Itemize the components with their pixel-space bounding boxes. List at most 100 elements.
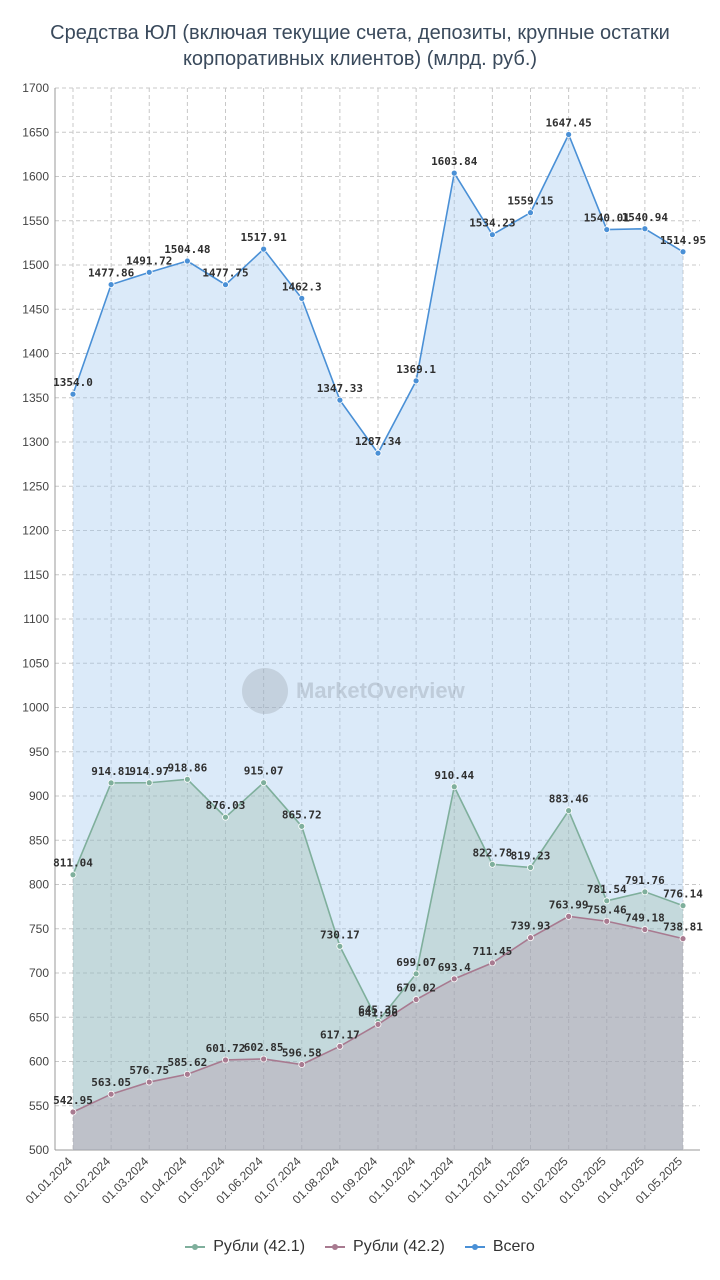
y-tick-label: 950: [29, 745, 49, 759]
data-label: 585.62: [168, 1056, 208, 1069]
series-area: [73, 134, 683, 1151]
data-label: 542.95: [53, 1094, 93, 1107]
data-label: 819.23: [511, 849, 551, 862]
data-point: [641, 225, 649, 233]
data-label: 822.78: [473, 846, 513, 859]
data-point: [412, 970, 420, 978]
data-point: [450, 975, 458, 983]
data-point: [450, 783, 458, 791]
data-label: 910.44: [434, 769, 474, 782]
data-point: [183, 775, 191, 783]
data-label: 1534.23: [469, 217, 515, 230]
data-point: [336, 942, 344, 950]
data-label: 641.96: [358, 1006, 398, 1019]
data-label: 1462.3: [282, 280, 322, 293]
data-label: 763.99: [549, 898, 589, 911]
watermark: MarketOverview: [242, 668, 465, 714]
data-point: [298, 822, 306, 830]
y-tick-label: 1400: [22, 347, 49, 361]
y-tick-label: 1700: [22, 81, 49, 95]
data-label: 758.46: [587, 903, 627, 916]
chart-title-line-2: корпоративных клиентов) (млрд. руб.): [182, 48, 538, 70]
data-label: 791.76: [625, 874, 665, 887]
data-point: [603, 226, 611, 233]
data-label: 596.58: [282, 1047, 322, 1060]
y-tick-label: 700: [29, 966, 49, 980]
legend-item-rub-42-1[interactable]: Рубли (42.1): [185, 1238, 305, 1256]
data-label: 1347.33: [317, 382, 363, 395]
data-point: [298, 294, 306, 302]
data-label: 1369.1: [396, 363, 436, 376]
chart-legend: Рубли (42.1) Рубли (42.2) Всего: [0, 1238, 720, 1256]
data-point: [222, 281, 229, 289]
data-point: [603, 917, 611, 925]
data-label: 730.17: [320, 928, 360, 941]
y-tick-label: 1050: [22, 656, 49, 670]
data-label: 1477.86: [88, 267, 135, 280]
legend-swatch-icon: [464, 1241, 485, 1253]
data-point: [374, 1020, 382, 1028]
data-point: [565, 131, 573, 138]
data-point: [336, 396, 344, 404]
chart-title: Средства ЮЛ (включая текущие счета, депо…: [20, 20, 700, 72]
data-label: 738.81: [663, 921, 703, 934]
data-point: [222, 1056, 229, 1064]
y-tick-label: 850: [29, 833, 49, 847]
data-label: 781.54: [587, 883, 627, 896]
legend-label: Рубли (42.1): [213, 1238, 306, 1255]
y-tick-label: 750: [29, 922, 49, 936]
data-label: 576.75: [129, 1064, 169, 1077]
data-label: 1603.84: [431, 155, 478, 168]
data-point: [145, 779, 153, 787]
y-tick-label: 1250: [22, 479, 49, 493]
data-point: [260, 245, 268, 253]
data-label: 1647.45: [545, 117, 591, 130]
data-point: [527, 934, 534, 942]
legend-swatch-icon: [325, 1241, 346, 1253]
data-point: [527, 864, 534, 871]
data-label: 1540.01: [584, 212, 631, 225]
data-label: 699.07: [396, 956, 436, 969]
y-tick-label: 550: [29, 1099, 49, 1113]
data-point: [679, 902, 687, 910]
y-tick-label: 1550: [22, 214, 49, 228]
chart-title-line-1: Средства ЮЛ (включая текущие счета, депо…: [50, 22, 670, 44]
data-point: [107, 1090, 115, 1098]
data-label: 915.07: [244, 765, 284, 778]
data-label: 1287.34: [355, 435, 402, 448]
data-label: 865.72: [282, 808, 322, 821]
y-tick-label: 1650: [22, 125, 49, 139]
data-label: 617.17: [320, 1028, 360, 1041]
legend-item-total[interactable]: Всего: [464, 1238, 535, 1256]
data-point: [374, 449, 382, 457]
legend-label: Рубли (42.2): [353, 1238, 445, 1255]
data-point: [145, 1078, 153, 1086]
data-point: [565, 807, 573, 815]
y-tick-label: 1450: [22, 302, 49, 316]
data-label: 1540.94: [622, 211, 669, 224]
y-tick-label: 1300: [22, 435, 49, 449]
data-label: 1491.72: [126, 254, 172, 267]
y-tick-label: 900: [29, 789, 49, 803]
legend-item-rub-42-2[interactable]: Рубли (42.2): [325, 1238, 445, 1256]
data-point: [488, 231, 496, 239]
y-tick-label: 1100: [23, 612, 49, 626]
data-point: [603, 897, 611, 905]
data-label: 645.35: [358, 1003, 398, 1016]
y-tick-label: 500: [29, 1143, 49, 1157]
data-label: 883.46: [549, 793, 589, 806]
y-tick-label: 1500: [22, 258, 49, 272]
y-tick-label: 1150: [23, 568, 49, 582]
data-point: [641, 888, 649, 896]
data-point: [412, 377, 420, 385]
watermark-logo-icon: [242, 668, 288, 714]
data-label: 776.14: [663, 888, 703, 901]
data-label: 1504.48: [164, 243, 210, 256]
data-label: 693.4: [438, 961, 471, 974]
chart-plot: 500 550 600 650 700 750 800 850 900 950 1000 1050 11…: [22, 81, 706, 1207]
data-point: [336, 1042, 344, 1050]
data-point: [298, 1061, 306, 1068]
y-tick-label: 1600: [22, 170, 49, 184]
data-point: [183, 257, 191, 265]
data-point: [565, 912, 573, 920]
